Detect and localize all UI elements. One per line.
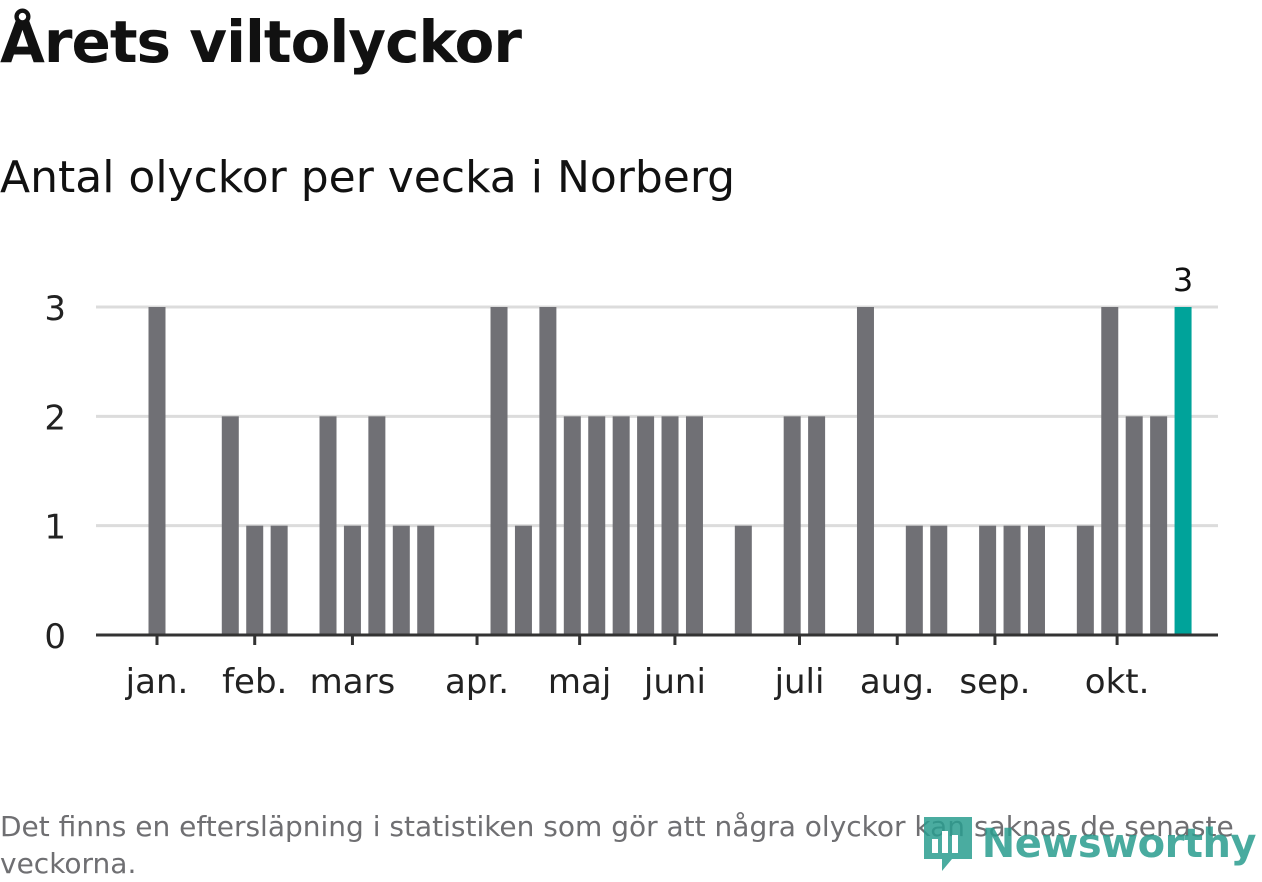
y-tick-label: 2 <box>44 398 66 438</box>
bar <box>783 416 801 635</box>
bar <box>1076 525 1094 635</box>
bar <box>588 416 606 635</box>
bar <box>1027 525 1045 635</box>
bar-chart: 0 1 2 3 jan. feb. mars apr. maj juni juli aug. sep.… <box>44 261 1218 702</box>
x-tick-label: feb. <box>222 662 287 702</box>
bar <box>221 416 239 635</box>
bar <box>1003 525 1021 635</box>
bar <box>685 416 703 635</box>
bar <box>612 416 630 635</box>
x-tick-label: jan. <box>125 662 189 702</box>
bar <box>514 525 532 635</box>
bar <box>539 307 557 635</box>
y-axis-labels: 0 1 2 3 <box>44 289 66 657</box>
x-tick-label: okt. <box>1085 662 1150 702</box>
bar <box>1125 416 1143 635</box>
x-axis-ticks: jan. feb. mars apr. maj juni juli aug. sep. okt. <box>125 635 1150 702</box>
bar <box>392 525 410 635</box>
bar <box>905 525 923 635</box>
x-tick-label: sep. <box>959 662 1030 702</box>
bar <box>637 416 655 635</box>
bar-highlight <box>1174 307 1192 635</box>
bar <box>319 416 337 635</box>
x-tick-label: maj <box>548 662 611 702</box>
bar <box>368 416 386 635</box>
y-tick-label: 0 <box>44 617 66 657</box>
data-label-highlight: 3 <box>1173 261 1193 299</box>
bar <box>734 525 752 635</box>
bar <box>1150 416 1168 635</box>
data-labels: 3 <box>1173 261 1193 299</box>
x-tick-label: apr. <box>445 662 509 702</box>
x-tick-label: mars <box>310 662 396 702</box>
x-tick-label: juni <box>643 662 706 702</box>
footnote: Det finns en eftersläpning i statistiken… <box>0 810 1234 880</box>
bar <box>270 525 288 635</box>
bar <box>808 416 826 635</box>
bar <box>490 307 508 635</box>
bar <box>930 525 948 635</box>
newsworthy-logo: Newsworthy <box>922 815 1257 873</box>
bar <box>856 307 874 635</box>
y-tick-label: 3 <box>44 289 66 329</box>
bar <box>1101 307 1119 635</box>
bar <box>417 525 435 635</box>
bar <box>661 416 679 635</box>
bar <box>246 525 264 635</box>
bar <box>979 525 997 635</box>
grid-lines <box>96 305 1218 528</box>
bar <box>148 307 166 635</box>
bars <box>148 307 1192 635</box>
y-tick-label: 1 <box>44 508 66 548</box>
bar <box>563 416 581 635</box>
chart-title: Årets viltolyckor <box>0 8 522 76</box>
logo-text: Newsworthy <box>981 821 1257 867</box>
bar-chart-logo-icon <box>923 817 972 871</box>
x-tick-label: juli <box>774 662 825 702</box>
chart-subtitle: Antal olyckor per vecka i Norberg <box>0 152 736 203</box>
bar <box>343 525 361 635</box>
x-tick-label: aug. <box>860 662 935 702</box>
